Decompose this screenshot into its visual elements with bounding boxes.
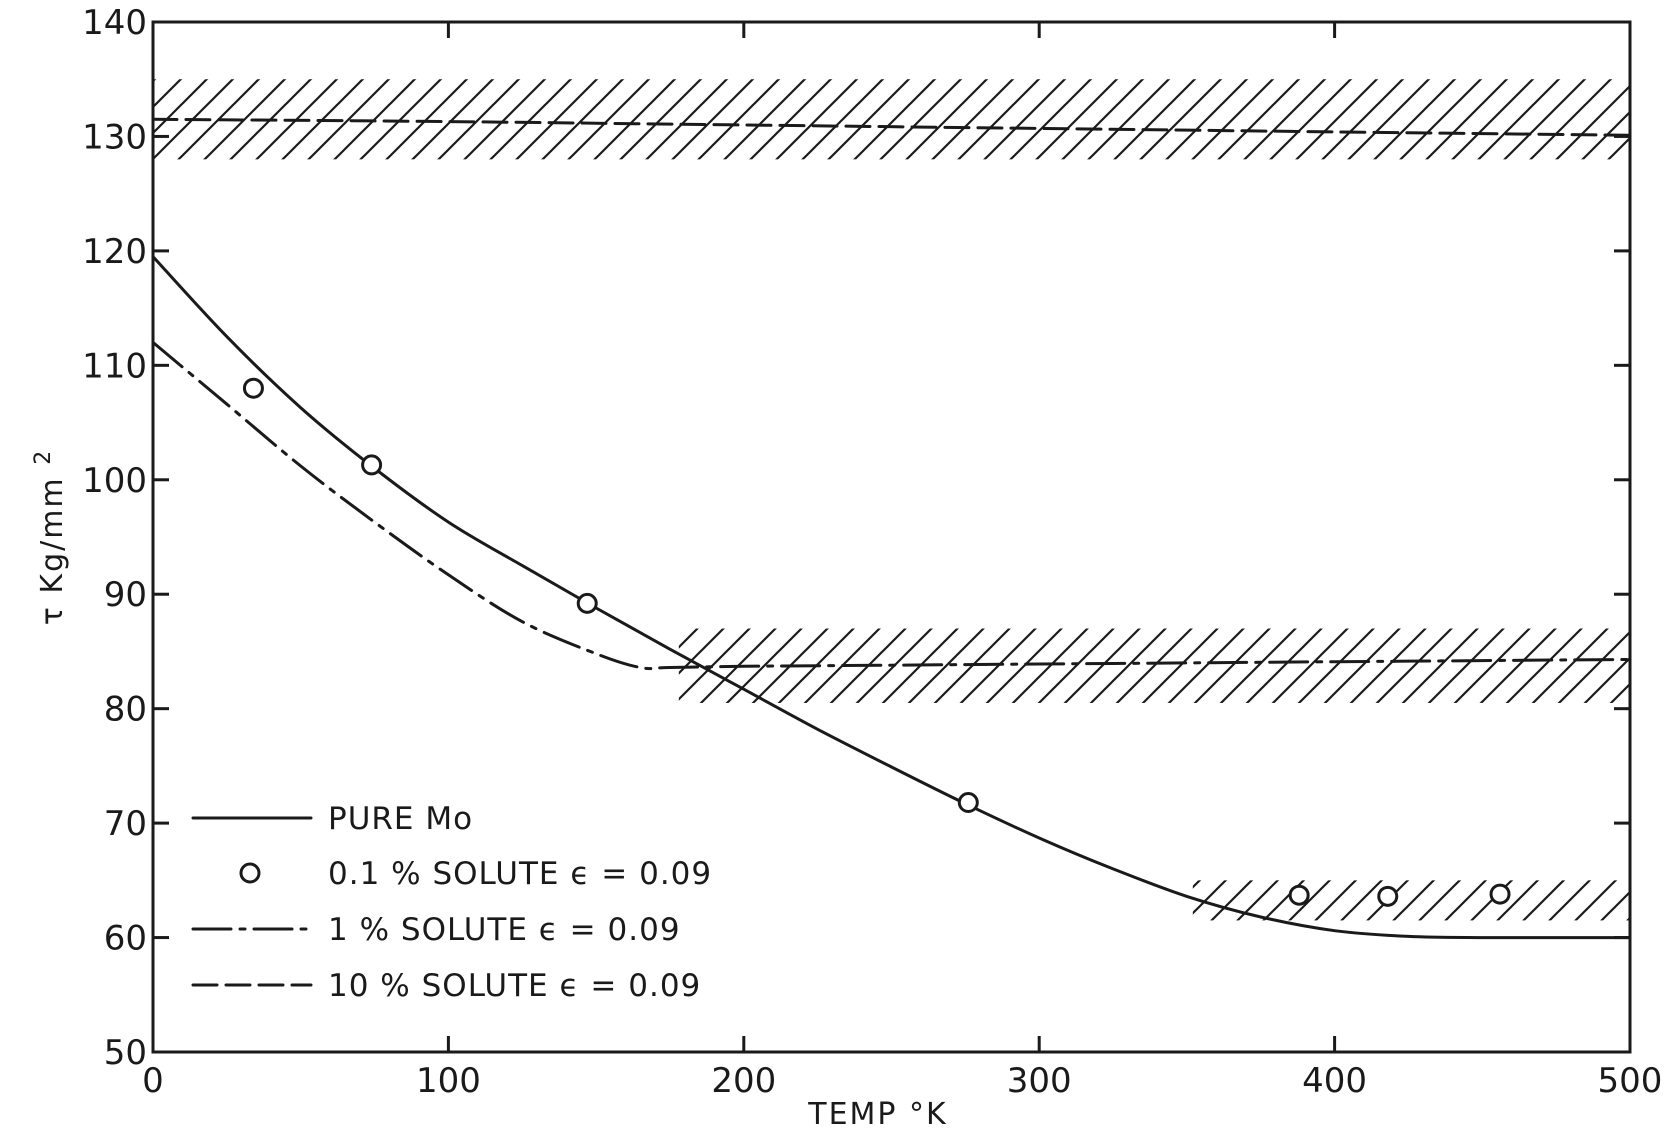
y-axis-title: τ Kg/mm 2 (31, 449, 70, 625)
y-tick-label: 140 (82, 3, 147, 43)
axis-ticks (151, 20, 1632, 1054)
data-markers (242, 377, 1511, 907)
y-axis-unit: Kg/mm (35, 476, 70, 593)
x-tick-label: 500 (1598, 1061, 1663, 1101)
x-tick-label: 100 (416, 1061, 481, 1101)
y-tick-label: 100 (82, 461, 147, 501)
data-point-0-1-solute (242, 377, 264, 399)
x-tick-label: 0 (142, 1061, 164, 1101)
legend-label-0-1-solute: 0.1 % SOLUTE ϵ = 0.09 (328, 856, 712, 892)
hatched-band-2 (678, 628, 1630, 703)
y-tick-label: 90 (104, 575, 147, 615)
x-tick-labels: 0 100 200 300 400 500 (142, 1061, 1662, 1101)
data-point-0-1-solute (1489, 883, 1511, 905)
hatched-band-1 (153, 79, 1630, 160)
y-tick-labels: 50 60 70 80 90 100 110 120 130 140 (82, 3, 147, 1073)
y-axis-superscript: 2 (31, 449, 56, 465)
x-axis-title: TEMP °K (807, 1097, 947, 1131)
y-axis-symbol: τ (35, 605, 70, 625)
series-line-dashed (151, 117, 1632, 137)
y-tick-label: 80 (104, 690, 147, 730)
data-point-0-1-solute (1288, 884, 1310, 906)
x-tick-label: 400 (1302, 1061, 1367, 1101)
hatched-band-3 (1192, 880, 1630, 921)
legend-label-1-solute: 1 % SOLUTE ϵ = 0.09 (328, 912, 681, 948)
series-line-dashdot (151, 340, 1632, 671)
y-tick-label: 120 (82, 232, 147, 272)
svg-text:τ Kg/mm 2: τ Kg/mm 2 (31, 449, 70, 625)
legend-label-pure-mo: PURE Mo (328, 801, 473, 837)
data-point-0-1-solute (576, 592, 598, 614)
data-point-0-1-solute (1377, 885, 1399, 907)
data-point-0-1-solute (361, 454, 383, 476)
data-point-0-1-solute (957, 792, 979, 814)
legend: PURE Mo 0.1 % SOLUTE ϵ = 0.09 1 % SOLUTE… (191, 801, 712, 1004)
y-tick-label: 70 (104, 804, 147, 844)
plot-frame (151, 20, 1632, 1054)
y-tick-label: 50 (104, 1033, 147, 1073)
hatched-bands (153, 79, 1630, 921)
x-tick-label: 300 (1007, 1061, 1072, 1101)
x-tick-label: 200 (711, 1061, 776, 1101)
y-tick-label: 130 (82, 117, 147, 157)
y-tick-label: 110 (82, 346, 147, 386)
y-tick-label: 60 (104, 919, 147, 959)
legend-marker-circle (239, 862, 261, 884)
legend-label-10-solute: 10 % SOLUTE ϵ = 0.09 (328, 968, 701, 1004)
